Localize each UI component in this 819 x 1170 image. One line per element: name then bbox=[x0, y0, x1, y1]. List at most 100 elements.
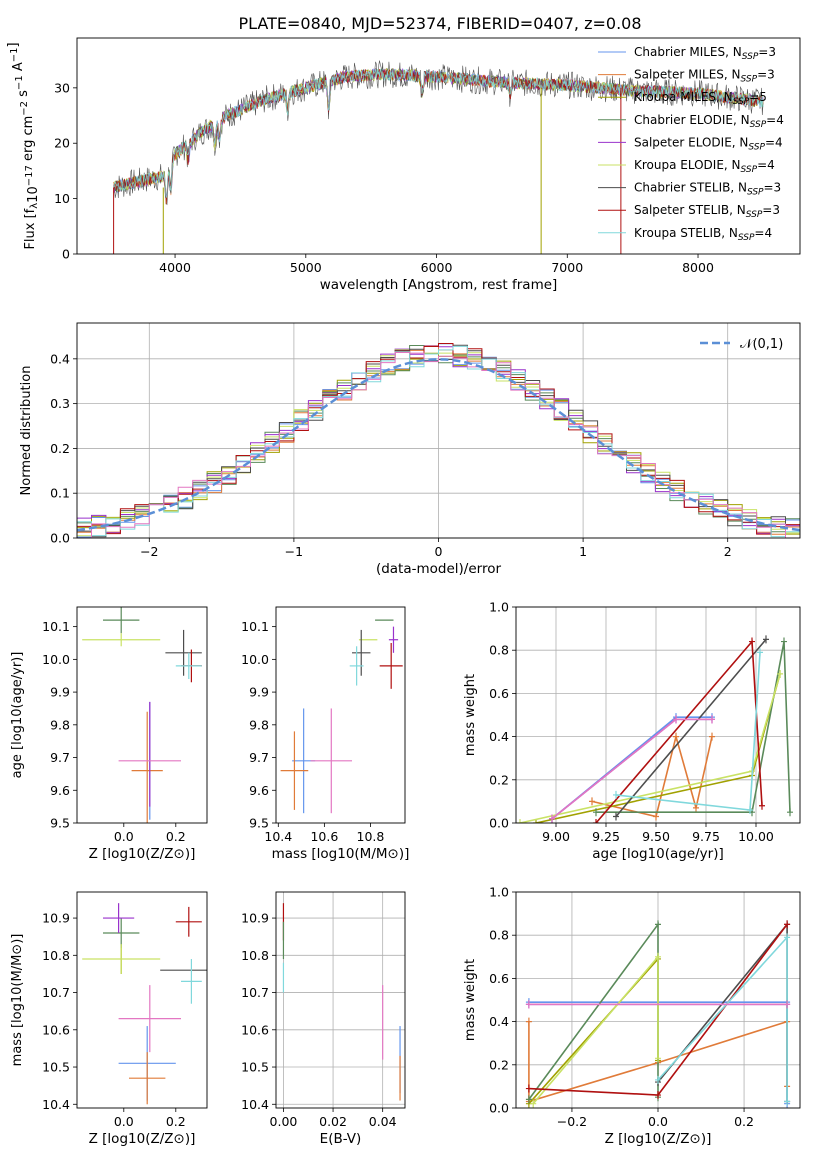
y-tick-label: 9.8 bbox=[50, 717, 70, 732]
y-tick-label: 10.6 bbox=[241, 1022, 269, 1037]
x-tick-label: 9.25 bbox=[592, 829, 620, 844]
x-tick-label: −0.2 bbox=[557, 1114, 587, 1129]
axes-frame bbox=[76, 322, 801, 539]
y-tick-label: 10.4 bbox=[42, 1097, 70, 1112]
x-axis-label: Z [log10(Z/Z⊙)] bbox=[605, 1131, 712, 1147]
y-tick-label: 0.0 bbox=[489, 1101, 509, 1116]
y-tick-label: 9.6 bbox=[50, 783, 70, 798]
weight-marker bbox=[749, 637, 755, 646]
x-tick-label: 0.0 bbox=[114, 1114, 134, 1129]
weight-marker bbox=[747, 806, 753, 815]
x-axis-label: E(B-V) bbox=[320, 1131, 362, 1147]
legend-label: 𝒩(0,1) bbox=[740, 337, 783, 352]
x-tick-label: 6000 bbox=[421, 260, 453, 275]
figure-title: PLATE=0840, MJD=52374, FIBERID=0407, z=0… bbox=[238, 14, 641, 33]
y-tick-label: 10.8 bbox=[241, 948, 269, 963]
x-tick-label: −2 bbox=[140, 544, 158, 559]
errorbar-point bbox=[131, 711, 163, 823]
x-tick-label: 4000 bbox=[159, 260, 191, 275]
x-tick-label: 0.00 bbox=[270, 1114, 298, 1129]
weight-marker bbox=[525, 1017, 532, 1026]
errorbar-point bbox=[103, 903, 135, 933]
legend-label: Kroupa MILES, NSSP=5 bbox=[634, 90, 767, 107]
weight-marker bbox=[655, 1075, 661, 1084]
y-tick-label: 0.2 bbox=[489, 772, 509, 787]
x-tick-label: 10.00 bbox=[738, 829, 774, 844]
weight-marker bbox=[709, 732, 715, 741]
y-tick-label: 10.1 bbox=[42, 619, 70, 634]
y-tick-label: 10.9 bbox=[42, 911, 70, 926]
errorbar-point bbox=[129, 1052, 166, 1105]
legend-label: Salpeter MILES, NSSP=3 bbox=[634, 68, 775, 85]
y-axis-label: Flux [fλ10−17 erg cm−2 s−1 A−1] bbox=[6, 42, 41, 249]
x-tick-label: 5000 bbox=[290, 260, 322, 275]
weight-series bbox=[535, 673, 781, 823]
errorbar-point bbox=[349, 646, 364, 686]
weight-marker bbox=[525, 1084, 532, 1093]
panel-weight_vs_age: 9.00 9.25 9.50 9.75 10.00 0.0 0.2 0.4 0.6 0.8 1.0 a… bbox=[463, 600, 801, 862]
weight-marker bbox=[655, 1054, 661, 1063]
y-tick-label: 0.3 bbox=[50, 396, 70, 411]
y-tick-label: 0.2 bbox=[489, 1057, 509, 1072]
weight-marker bbox=[517, 819, 523, 823]
axes-frame bbox=[515, 891, 801, 1109]
legend-label: Salpeter STELIB, NSSP=3 bbox=[634, 203, 780, 220]
weight-marker bbox=[655, 920, 661, 929]
legend-label: Kroupa ELODIE, NSSP=4 bbox=[634, 158, 775, 175]
y-tick-label: 0 bbox=[62, 247, 70, 262]
x-axis-label: wavelength [Angstrom, rest frame] bbox=[320, 277, 558, 293]
legend-label: Chabrier STELIB, NSSP=3 bbox=[634, 181, 781, 198]
weight-lines bbox=[525, 920, 791, 1108]
y-tick-label: 10 bbox=[54, 191, 70, 206]
x-tick-label: 0 bbox=[435, 544, 443, 559]
axes-frame bbox=[515, 606, 801, 824]
errorbar-point bbox=[175, 906, 202, 937]
weight-marker bbox=[784, 933, 791, 942]
panel-age_vs_mass: 10.4 10.6 10.8 9.5 9.6 9.7 9.8 9.9 10.0 10.1 mass … bbox=[241, 606, 409, 862]
y-tick-label: 9.6 bbox=[249, 783, 269, 798]
errorbar-point bbox=[82, 633, 161, 647]
weight-marker bbox=[613, 790, 619, 799]
weight-marker bbox=[655, 1091, 661, 1100]
x-tick-label: 10.6 bbox=[310, 829, 338, 844]
weight-marker bbox=[589, 797, 595, 806]
spectrum-lines bbox=[113, 60, 764, 254]
weight-series bbox=[657, 935, 788, 1102]
axes-frame bbox=[76, 606, 208, 824]
y-tick-label: 0.4 bbox=[489, 1014, 509, 1029]
y-tick-label: 9.9 bbox=[50, 685, 70, 700]
x-axis-label: (data-model)/error bbox=[376, 561, 502, 577]
x-axis-label: age [log10(age/yr)] bbox=[592, 846, 724, 862]
y-tick-label: 10.8 bbox=[42, 948, 70, 963]
x-tick-label: 1 bbox=[579, 544, 587, 559]
histogram-lines bbox=[77, 343, 800, 538]
y-tick-label: 9.7 bbox=[50, 750, 70, 765]
errorbar-point bbox=[103, 607, 140, 634]
x-tick-label: 9.00 bbox=[542, 829, 570, 844]
y-tick-label: 0.6 bbox=[489, 971, 509, 986]
weight-series bbox=[591, 733, 713, 818]
errorbar-point bbox=[280, 731, 309, 810]
x-tick-label: 0.0 bbox=[648, 1114, 668, 1129]
y-tick-label: 10.6 bbox=[42, 1022, 70, 1037]
y-axis-label: mass weight bbox=[463, 674, 478, 756]
spectrum-model-line bbox=[113, 68, 764, 198]
weight-marker bbox=[525, 1095, 532, 1104]
errorbar-point bbox=[352, 629, 371, 676]
y-tick-label: 10.1 bbox=[241, 619, 269, 634]
weight-marker bbox=[655, 952, 661, 961]
weight-series bbox=[528, 921, 659, 1100]
y-tick-label: 0.0 bbox=[50, 531, 70, 546]
weight-marker bbox=[693, 803, 699, 812]
panel-spectrum: 4000 5000 6000 7000 8000 0 10 20 30 wavelength [A… bbox=[6, 37, 801, 293]
weight-marker bbox=[784, 1000, 791, 1009]
weight-series bbox=[596, 641, 791, 813]
y-tick-label: 9.5 bbox=[249, 816, 269, 831]
errorbar-point bbox=[388, 626, 399, 653]
axes-frame bbox=[76, 37, 801, 255]
y-tick-label: 0.0 bbox=[489, 816, 509, 831]
errorbar-point bbox=[118, 985, 181, 1053]
weight-marker bbox=[673, 715, 679, 724]
errorbar-point bbox=[379, 643, 403, 689]
y-tick-label: 10.4 bbox=[241, 1097, 269, 1112]
